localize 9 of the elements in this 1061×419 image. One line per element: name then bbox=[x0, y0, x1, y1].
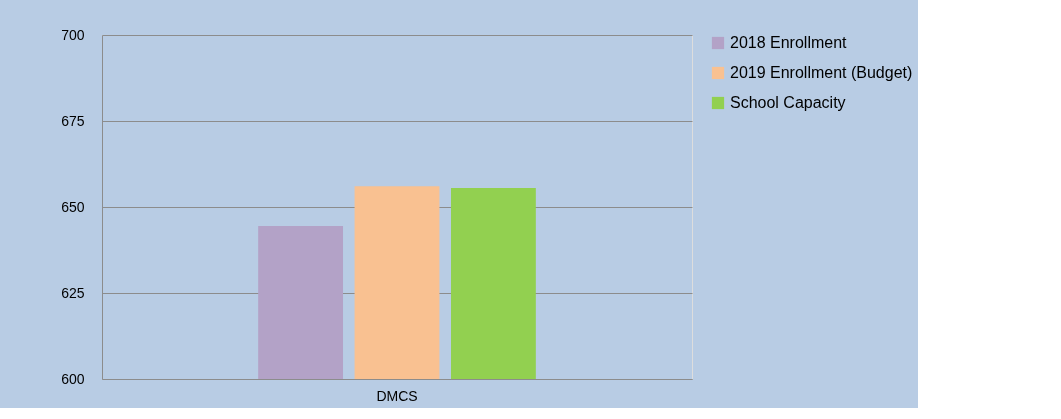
y-tick-label: 675 bbox=[61, 112, 85, 129]
legend-label: 2018 Enrollment bbox=[730, 34, 848, 51]
y-tick-label: 600 bbox=[61, 370, 85, 387]
y-tick-label: 700 bbox=[61, 26, 85, 43]
x-tick-label: DMCS bbox=[376, 387, 418, 404]
y-tick-label: 625 bbox=[61, 284, 85, 301]
y-tick-label: 650 bbox=[61, 198, 85, 215]
legend-label: 2019 Enrollment (Budget) bbox=[730, 64, 913, 81]
legend-label: School Capacity bbox=[730, 94, 846, 111]
